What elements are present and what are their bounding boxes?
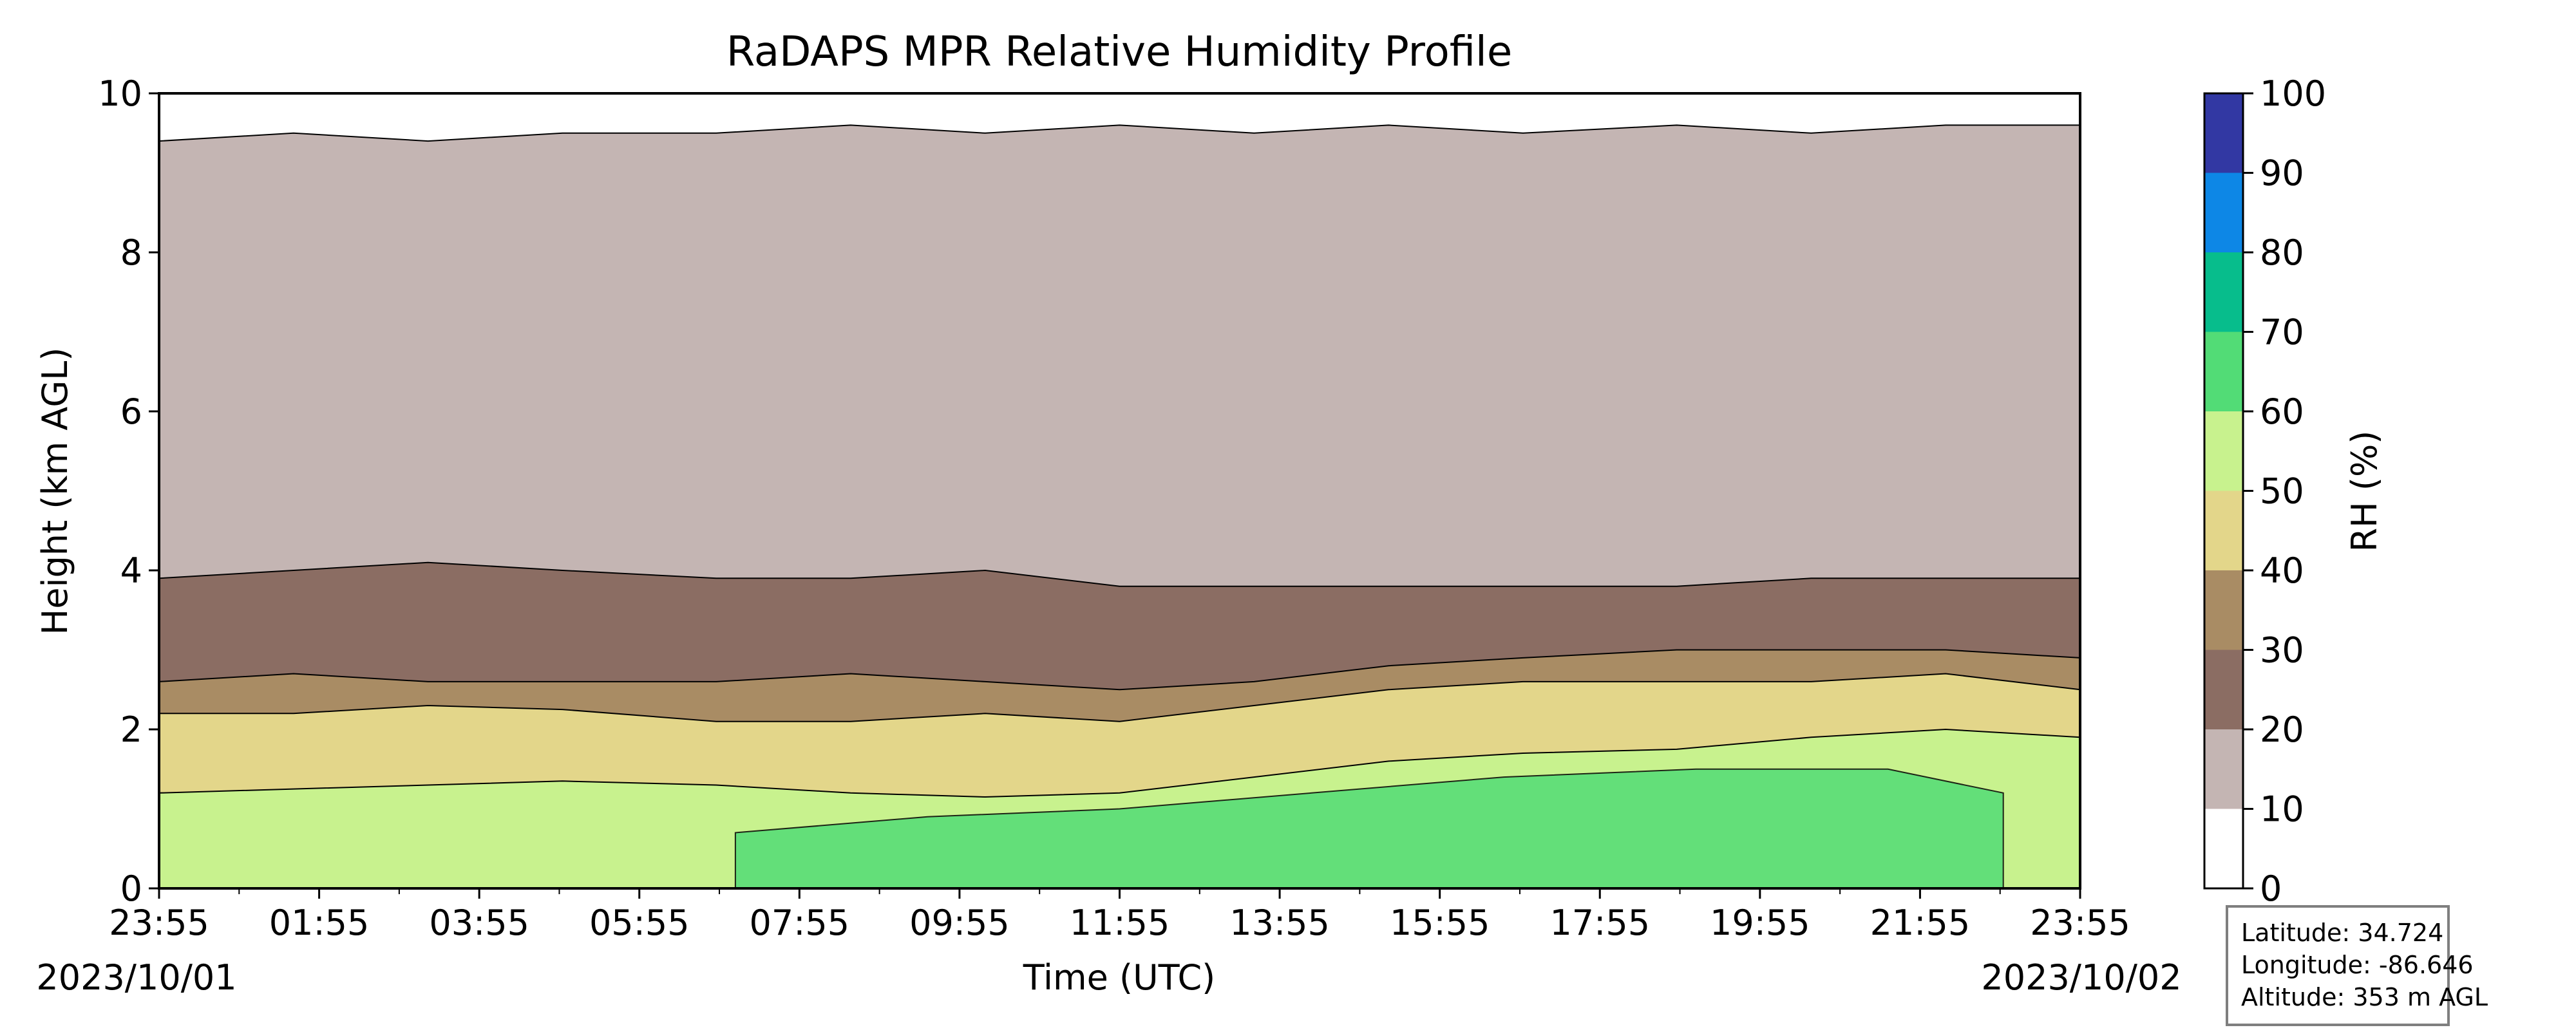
colorbar-segment bbox=[2204, 809, 2243, 888]
x-tick-label: 23:55 bbox=[109, 903, 209, 943]
longitude-text: Longitude: -86.646 bbox=[2241, 951, 2474, 979]
colorbar-label: RH (%) bbox=[2344, 431, 2385, 552]
colorbar-tick-label: 80 bbox=[2260, 232, 2304, 273]
x-tick-label: 07:55 bbox=[750, 903, 850, 943]
x-tick-label: 09:55 bbox=[909, 903, 1010, 943]
y-tick-label: 10 bbox=[98, 73, 142, 114]
colorbar-tick-label: 100 bbox=[2260, 73, 2326, 114]
colorbar-segment bbox=[2204, 252, 2243, 332]
y-tick-label: 8 bbox=[120, 232, 142, 273]
x-axis: 23:55 01:55 03:55 05:55 07:55 09:55 11:55 13:55… bbox=[109, 888, 2130, 943]
colorbar-tick-label: 70 bbox=[2260, 312, 2304, 353]
x-tick-label: 01:55 bbox=[269, 903, 370, 943]
x-tick-label: 17:55 bbox=[1549, 903, 1650, 943]
y-tick-label: 4 bbox=[120, 550, 142, 591]
x-tick-label: 15:55 bbox=[1390, 903, 1490, 943]
x-tick-label: 19:55 bbox=[1710, 903, 1810, 943]
x-end-date: 2023/10/02 bbox=[1981, 957, 2181, 998]
colorbar-tick-label: 30 bbox=[2260, 630, 2304, 671]
x-tick-label: 11:55 bbox=[1070, 903, 1170, 943]
station-info-box: Latitude: 34.724 Longitude: -86.646 Alti… bbox=[2226, 905, 2488, 1026]
colorbar-tick-label: 60 bbox=[2260, 391, 2304, 432]
altitude-text: Altitude: 353 m AGL bbox=[2241, 983, 2488, 1011]
colorbar-segment bbox=[2204, 93, 2243, 173]
x-tick-label: 05:55 bbox=[589, 903, 690, 943]
x-tick-label: 03:55 bbox=[429, 903, 529, 943]
colorbar-segment bbox=[2204, 411, 2243, 491]
colorbar-segment bbox=[2204, 570, 2243, 650]
x-tick-label: 13:55 bbox=[1229, 903, 1330, 943]
colorbar-tick-label: 20 bbox=[2260, 709, 2304, 750]
colorbar-segment bbox=[2204, 491, 2243, 570]
colorbar-segment bbox=[2204, 650, 2243, 729]
plot-area bbox=[159, 93, 2080, 888]
colorbar-tick-label: 50 bbox=[2260, 471, 2304, 512]
y-tick-label: 6 bbox=[120, 391, 142, 432]
y-tick-label: 0 bbox=[120, 868, 142, 909]
x-tick-label: 21:55 bbox=[1870, 903, 1971, 943]
colorbar: 0 10 20 30 40 50 60 70 80 90 100 bbox=[2203, 73, 2326, 909]
rh-band-60-70-core bbox=[734, 768, 2004, 888]
colorbar-segment bbox=[2204, 173, 2243, 252]
y-tick-label: 2 bbox=[120, 709, 142, 750]
y-axis: 0 2 4 6 8 10 bbox=[98, 73, 159, 909]
y-axis-label: Height (km AGL) bbox=[35, 348, 75, 635]
colorbar-tick-label: 40 bbox=[2260, 550, 2304, 591]
x-tick-label: 23:55 bbox=[2030, 903, 2130, 943]
chart-title: RaDAPS MPR Relative Humidity Profile bbox=[726, 28, 1512, 76]
colorbar-tick-label: 10 bbox=[2260, 789, 2304, 830]
colorbar-segment bbox=[2204, 332, 2243, 411]
latitude-text: Latitude: 34.724 bbox=[2241, 919, 2444, 947]
colorbar-segment bbox=[2204, 729, 2243, 809]
colorbar-tick-label: 90 bbox=[2260, 153, 2304, 194]
colorbar-tick-label: 0 bbox=[2260, 868, 2282, 909]
x-axis-label: Time (UTC) bbox=[1023, 957, 1216, 998]
x-start-date: 2023/10/01 bbox=[36, 957, 236, 998]
